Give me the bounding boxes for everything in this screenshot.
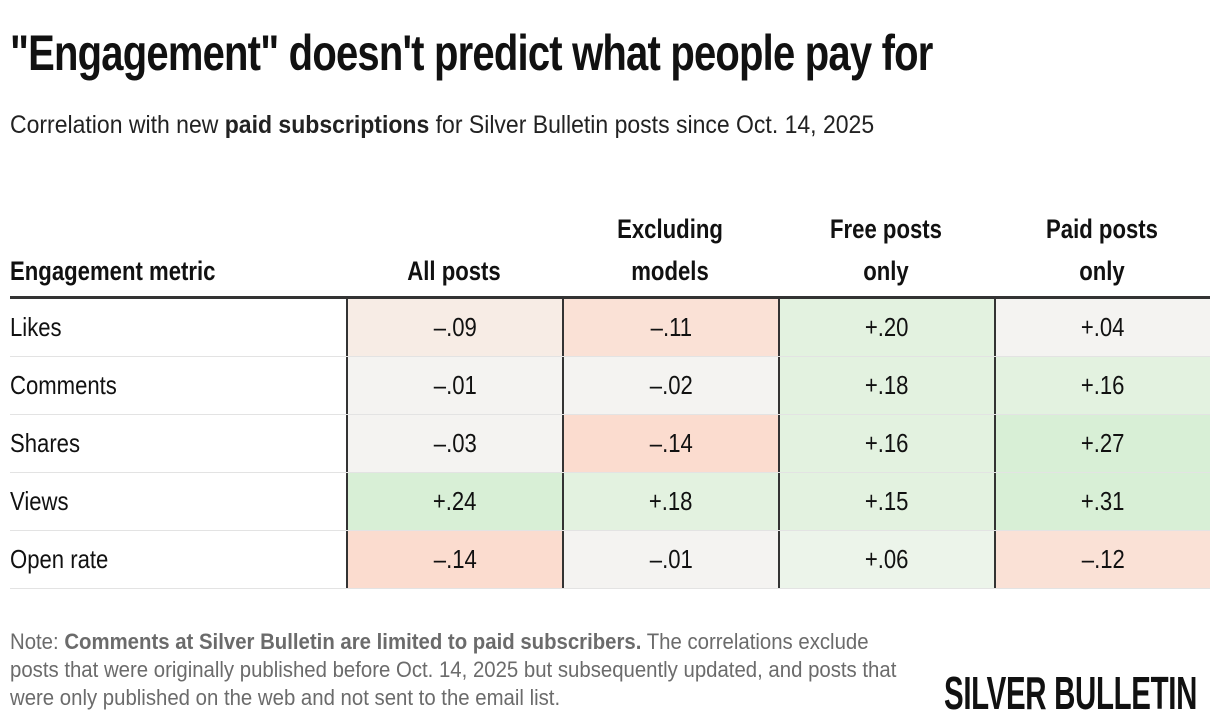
table-row-open-rate: Open rate –.14 –.01 +.06 –.12 bbox=[10, 531, 1210, 589]
subtitle-text-end: for Silver Bulletin posts since Oct. 14,… bbox=[429, 111, 875, 139]
column-header-line: Free posts bbox=[830, 214, 942, 244]
value-cell-all-posts: –.01 bbox=[346, 357, 562, 414]
subtitle-text: Correlation with new bbox=[10, 111, 225, 139]
footnote: Note: Comments at Silver Bulletin are li… bbox=[10, 628, 915, 712]
value-cell-paid-posts-only: +.04 bbox=[994, 299, 1210, 356]
value-cell-excluding-models: –.14 bbox=[562, 415, 778, 472]
note-prefix: Note: bbox=[10, 629, 65, 654]
column-header-line: All posts bbox=[407, 256, 501, 286]
value-cell-excluding-models: –.11 bbox=[562, 299, 778, 356]
column-header-line: Excluding bbox=[617, 214, 723, 244]
value-cell-all-posts: –.09 bbox=[346, 299, 562, 356]
column-header-line: only bbox=[863, 256, 909, 286]
value-cell-excluding-models: +.18 bbox=[562, 473, 778, 530]
value-label: +.15 bbox=[865, 486, 909, 516]
value-cell-paid-posts-only: +.16 bbox=[994, 357, 1210, 414]
value-label: +.18 bbox=[865, 370, 909, 400]
value-cell-all-posts: –.14 bbox=[346, 531, 562, 588]
note-bold: Comments at Silver Bulletin are limited … bbox=[64, 629, 642, 654]
row-label: Likes bbox=[10, 312, 62, 342]
value-label: –.12 bbox=[1081, 544, 1125, 574]
silver-bulletin-logo: SILVER BULLETIN bbox=[944, 667, 1198, 719]
chart-subtitle: Correlation with new paid subscriptions … bbox=[10, 108, 874, 142]
table-row-comments: Comments –.01 –.02 +.18 +.16 bbox=[10, 357, 1210, 415]
table-row-likes: Likes –.09 –.11 +.20 +.04 bbox=[10, 299, 1210, 357]
column-header-engagement-metric: Engagement metric bbox=[10, 196, 346, 292]
table-row-shares: Shares –.03 –.14 +.16 +.27 bbox=[10, 415, 1210, 473]
chart-title: "Engagement" doesn't predict what people… bbox=[10, 25, 933, 81]
note-text: The correlations exclude posts that were… bbox=[10, 629, 897, 710]
value-label: –.11 bbox=[650, 312, 692, 342]
value-label: +.18 bbox=[649, 486, 693, 516]
subtitle-bold-text: paid subscriptions bbox=[224, 111, 430, 139]
value-cell-free-posts-only: +.20 bbox=[778, 299, 994, 356]
row-label: Views bbox=[10, 486, 69, 516]
header-rule bbox=[10, 296, 1210, 299]
value-label: –.03 bbox=[433, 428, 477, 458]
column-header-free-posts-only: Free posts only bbox=[778, 196, 994, 292]
value-cell-free-posts-only: +.16 bbox=[778, 415, 994, 472]
value-label: –.02 bbox=[649, 370, 693, 400]
value-cell-all-posts: –.03 bbox=[346, 415, 562, 472]
value-cell-free-posts-only: +.18 bbox=[778, 357, 994, 414]
value-label: +.16 bbox=[1081, 370, 1125, 400]
column-header-line: Engagement metric bbox=[10, 256, 216, 286]
value-label: –.14 bbox=[433, 544, 477, 574]
row-label: Open rate bbox=[10, 544, 109, 574]
column-header-line: only bbox=[1079, 256, 1125, 286]
value-label: +.27 bbox=[1081, 428, 1125, 458]
column-header-paid-posts-only: Paid posts only bbox=[994, 196, 1210, 292]
row-label: Comments bbox=[10, 370, 117, 400]
value-label: +.31 bbox=[1081, 486, 1125, 516]
value-cell-excluding-models: –.01 bbox=[562, 531, 778, 588]
column-header-line: models bbox=[631, 256, 709, 286]
row-label: Shares bbox=[10, 428, 81, 458]
value-label: –.09 bbox=[433, 312, 477, 342]
value-cell-all-posts: +.24 bbox=[346, 473, 562, 530]
table-row-views: Views +.24 +.18 +.15 +.31 bbox=[10, 473, 1210, 531]
value-label: +.04 bbox=[1081, 312, 1125, 342]
value-cell-paid-posts-only: +.27 bbox=[994, 415, 1210, 472]
column-header-all-posts: All posts bbox=[346, 196, 562, 292]
value-label: –.01 bbox=[433, 370, 477, 400]
value-label: +.24 bbox=[433, 486, 477, 516]
value-cell-paid-posts-only: +.31 bbox=[994, 473, 1210, 530]
value-label: –.01 bbox=[649, 544, 693, 574]
value-label: +.20 bbox=[865, 312, 909, 342]
value-label: +.06 bbox=[865, 544, 909, 574]
column-header-line: Paid posts bbox=[1046, 214, 1158, 244]
value-cell-excluding-models: –.02 bbox=[562, 357, 778, 414]
value-cell-free-posts-only: +.15 bbox=[778, 473, 994, 530]
column-header-excluding-models: Excluding models bbox=[562, 196, 778, 292]
value-label: –.14 bbox=[649, 428, 693, 458]
value-cell-paid-posts-only: –.12 bbox=[994, 531, 1210, 588]
value-label: +.16 bbox=[865, 428, 909, 458]
value-cell-free-posts-only: +.06 bbox=[778, 531, 994, 588]
